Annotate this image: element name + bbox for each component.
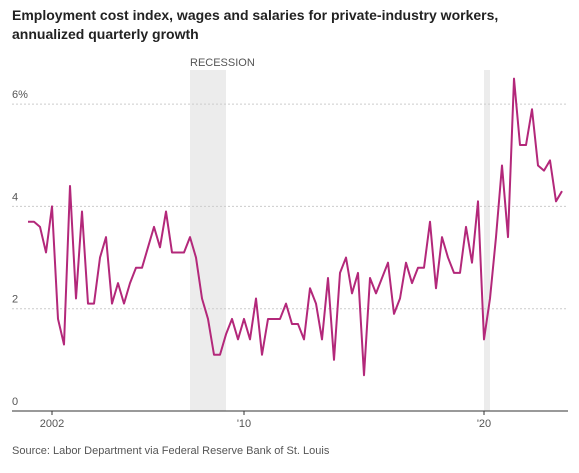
recession-label: RECESSION xyxy=(190,57,255,69)
recession-band xyxy=(484,70,490,411)
x-tick-label: '20 xyxy=(477,418,491,430)
line-series xyxy=(28,77,563,377)
x-tick-label: '10 xyxy=(237,418,251,430)
y-tick-label: 0 xyxy=(12,396,18,408)
chart-title: Employment cost index, wages and salarie… xyxy=(12,7,498,42)
y-tick-label: 2 xyxy=(12,294,18,306)
y-tick-label: 4 xyxy=(12,191,18,203)
x-tick-label: 2002 xyxy=(40,418,64,430)
y-tick-label: 6% xyxy=(12,89,28,101)
source: Source: Labor Department via Federal Res… xyxy=(12,445,330,457)
recession-band xyxy=(190,70,226,411)
